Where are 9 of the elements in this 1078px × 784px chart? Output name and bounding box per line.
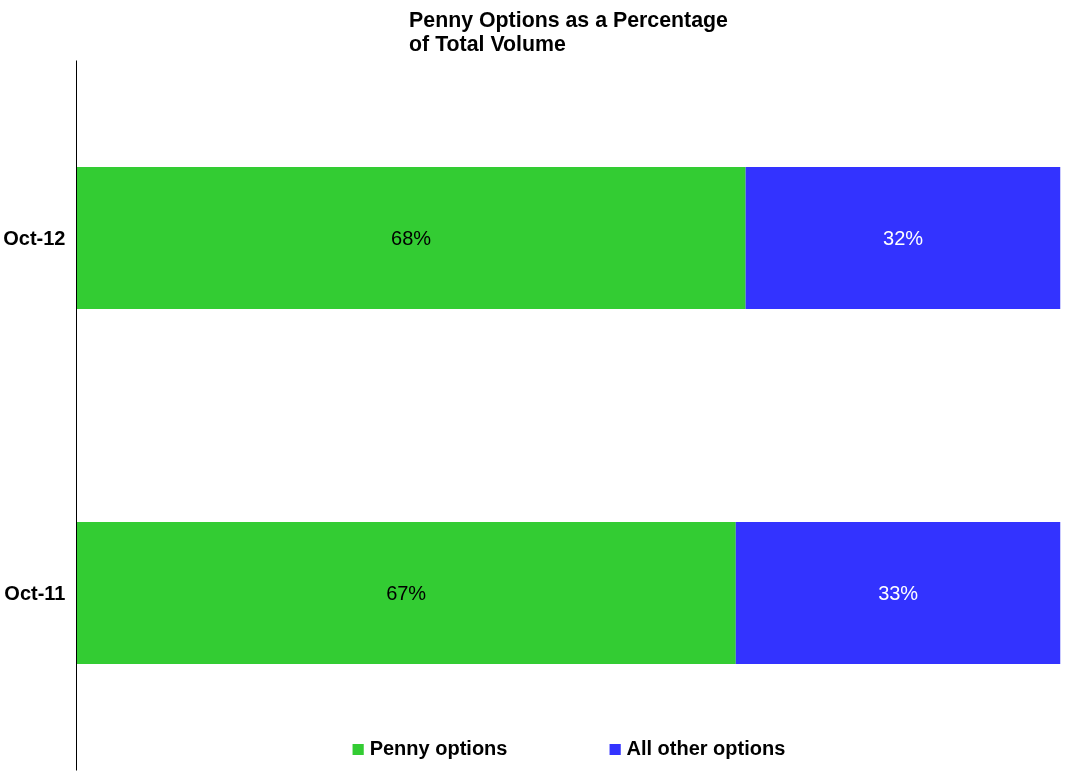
data-label: 67%: [386, 582, 427, 604]
legend-label: Penny options: [369, 737, 508, 760]
data-label: 32%: [883, 227, 924, 249]
data-label: 68%: [391, 227, 432, 249]
y-tick-label: Oct-11: [4, 582, 66, 604]
y-tick-label: Oct-12: [3, 227, 66, 249]
chart-title: Penny Options as a Percentage of Total Volume: [409, 7, 729, 56]
legend-label: All other options: [626, 737, 786, 760]
data-label: 33%: [878, 582, 919, 604]
